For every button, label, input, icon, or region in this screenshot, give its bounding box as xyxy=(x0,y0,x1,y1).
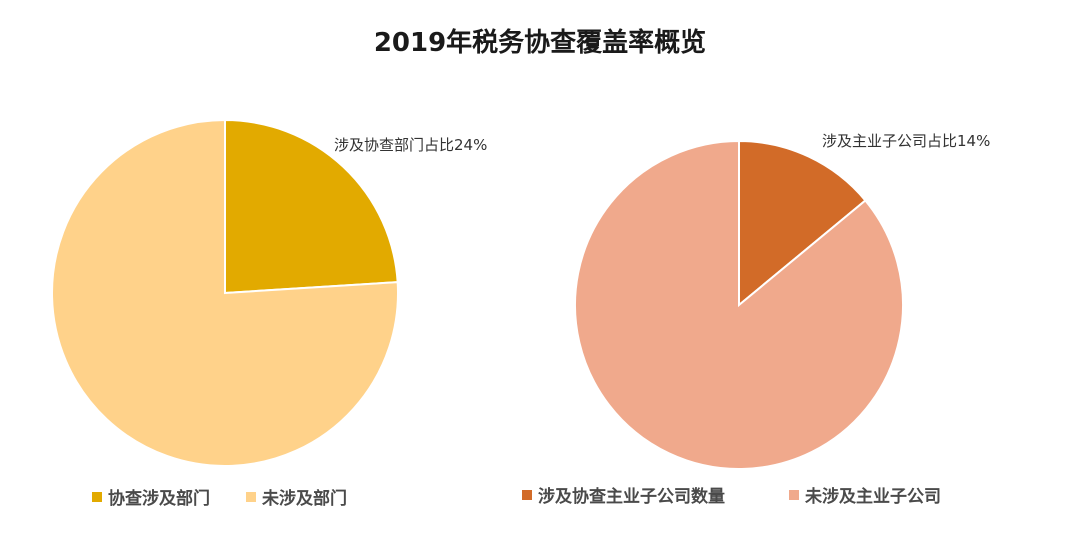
pie-slice-sub-not-involved xyxy=(574,139,904,470)
pie-slice-dept-not-involved xyxy=(51,118,399,467)
legend-subsidiaries: 涉及协查主业子公司数量 未涉及主业子公司 xyxy=(522,486,941,507)
pie-chart-departments xyxy=(51,118,399,467)
pie-annotation-subsidiaries: 涉及主业子公司占比14% xyxy=(822,132,990,150)
pie-slice-sub-involved xyxy=(738,139,867,308)
legend-swatch-dept-involved xyxy=(92,492,102,502)
pie-slice-dept-involved xyxy=(224,118,399,295)
pie-annotation-departments: 涉及协查部门占比24% xyxy=(334,136,487,154)
legend-departments: 协查涉及部门 未涉及部门 xyxy=(92,488,347,509)
legend-label-dept-involved: 协查涉及部门 xyxy=(108,488,210,509)
legend-label-sub-involved: 涉及协查主业子公司数量 xyxy=(538,486,725,507)
legend-label-sub-not-involved: 未涉及主业子公司 xyxy=(804,486,941,507)
legend-label-dept-not-involved: 未涉及部门 xyxy=(261,488,347,509)
chart-title: 2019年税务协查覆盖率概览 xyxy=(373,28,707,58)
legend-swatch-sub-involved xyxy=(522,490,532,500)
pie-chart-subsidiaries xyxy=(574,139,904,470)
legend-swatch-sub-not-involved xyxy=(789,490,799,500)
legend-swatch-dept-not-involved xyxy=(246,492,256,502)
